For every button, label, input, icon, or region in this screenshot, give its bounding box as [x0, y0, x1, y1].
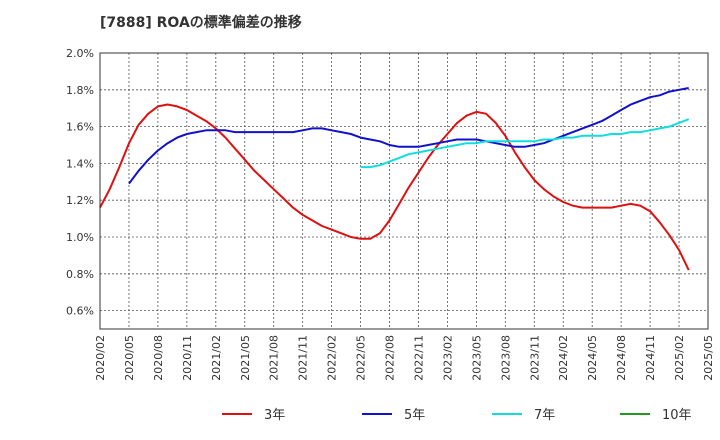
- x-tick-label: 2022/08: [384, 335, 397, 381]
- x-tick-label: 2020/08: [152, 335, 165, 381]
- x-tick-label: 2024/05: [586, 335, 599, 381]
- chart-title: [7888] ROAの標準偏差の推移: [100, 15, 302, 31]
- series-line-5年: [128, 87, 689, 185]
- legend-label: 7年: [534, 408, 555, 423]
- x-axis-ticks: 2020/02 2020/05 2020/08 2020/11 2021/02 2021/…: [94, 335, 715, 381]
- y-tick-label: 0.8%: [66, 268, 94, 281]
- x-tick-label: 2023/02: [441, 335, 454, 381]
- y-tick-label: 1.4%: [66, 157, 94, 170]
- x-tick-label: 2022/05: [355, 335, 368, 381]
- x-tick-label: 2024/11: [644, 335, 657, 381]
- x-tick-label: 2023/08: [499, 335, 512, 381]
- x-tick-label: 2025/02: [673, 335, 686, 381]
- plot-frame: [99, 52, 709, 330]
- x-tick-label: 2022/02: [326, 335, 339, 381]
- y-tick-label: 1.0%: [66, 231, 94, 244]
- x-tick-label: 2024/08: [615, 335, 628, 381]
- x-tick-label: 2022/11: [412, 335, 425, 381]
- y-axis-ticks: 0.6% 0.8% 1.0% 1.2% 1.4% 1.6% 1.8% 2.0%: [66, 47, 94, 318]
- y-tick-label: 1.8%: [66, 84, 94, 97]
- y-tick-label: 1.2%: [66, 194, 94, 207]
- x-tick-label: 2020/02: [94, 335, 107, 381]
- x-tick-label: 2021/02: [210, 335, 223, 381]
- series-lines: [99, 87, 690, 271]
- x-tick-label: 2021/05: [239, 335, 252, 381]
- x-tick-label: 2021/08: [268, 335, 281, 381]
- legend-label: 3年: [264, 408, 285, 423]
- x-tick-label: 2025/05: [702, 335, 715, 381]
- y-tick-label: 2.0%: [66, 47, 94, 60]
- y-tick-label: 1.6%: [66, 121, 94, 134]
- grid-lines: [99, 52, 709, 329]
- legend-label: 10年: [662, 408, 692, 423]
- series-line-3年: [99, 103, 690, 271]
- x-tick-label: 2024/02: [557, 335, 570, 381]
- y-tick-label: 0.6%: [66, 305, 94, 318]
- legend-label: 5年: [404, 408, 425, 423]
- x-tick-label: 2023/05: [470, 335, 483, 381]
- x-tick-label: 2020/11: [181, 335, 194, 381]
- x-tick-label: 2020/05: [123, 335, 136, 381]
- x-tick-label: 2023/11: [528, 335, 541, 381]
- series-line-7年: [360, 118, 690, 169]
- x-tick-label: 2021/11: [297, 335, 310, 381]
- legend: 3年 5年 7年 10年: [222, 408, 692, 423]
